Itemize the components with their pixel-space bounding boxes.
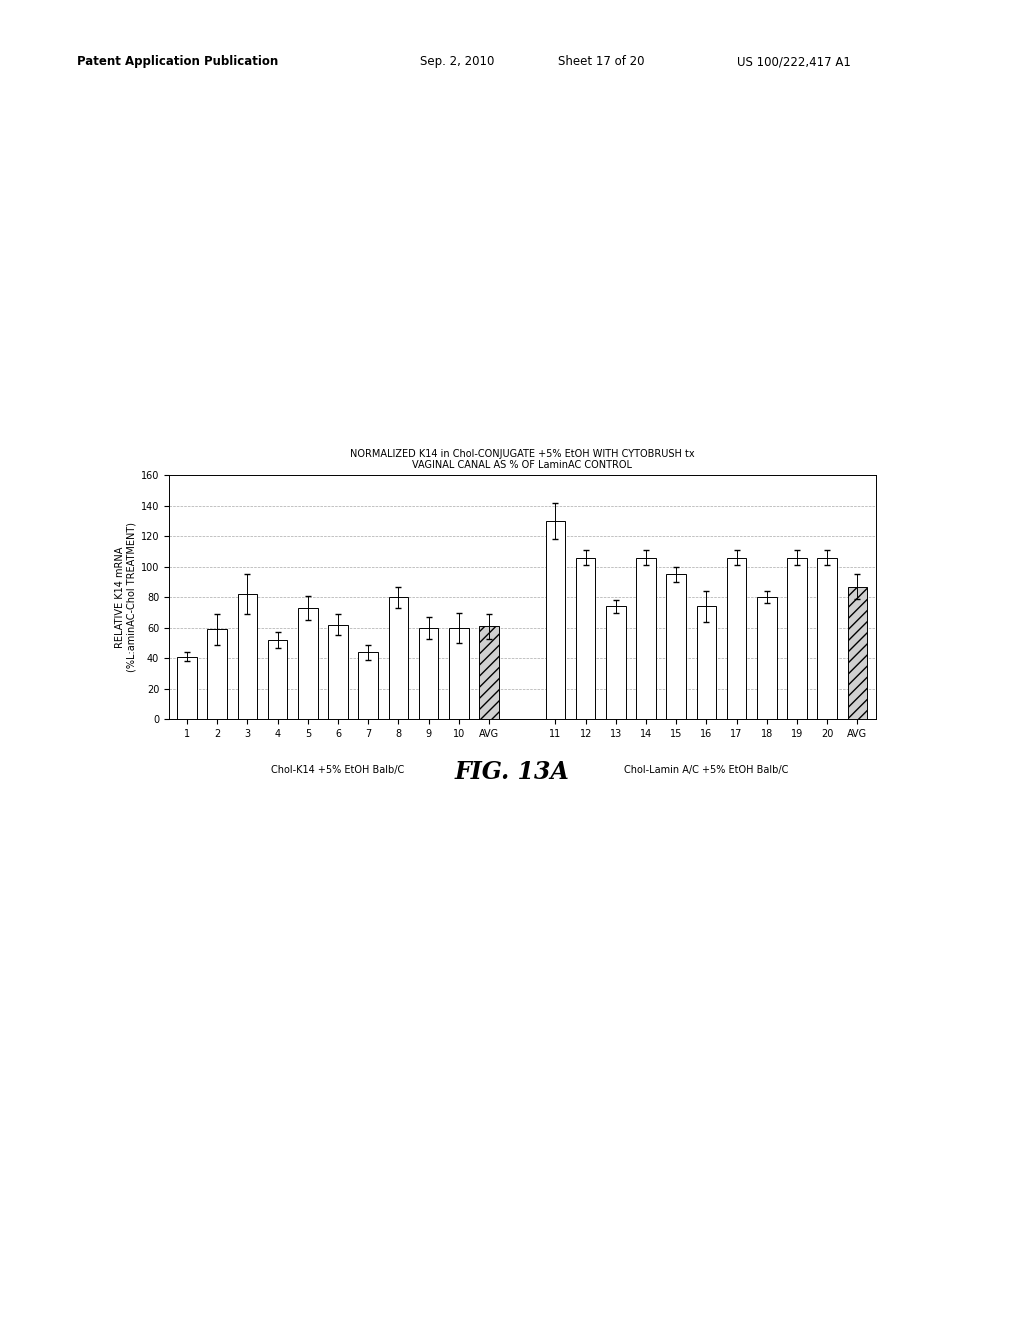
Bar	[817, 557, 837, 719]
Text: Sep. 2, 2010: Sep. 2, 2010	[420, 55, 495, 69]
Text: Sheet 17 of 20: Sheet 17 of 20	[558, 55, 644, 69]
Bar	[298, 609, 317, 719]
Bar	[727, 557, 746, 719]
Bar	[606, 606, 626, 719]
Title: NORMALIZED K14 in Chol-CONJUGATE +5% EtOH WITH CYTOBRUSH tx
VAGINAL CANAL AS % O: NORMALIZED K14 in Chol-CONJUGATE +5% EtO…	[350, 449, 694, 470]
Bar	[787, 557, 807, 719]
Bar	[208, 630, 227, 719]
Bar	[238, 594, 257, 719]
Bar	[389, 597, 409, 719]
Bar	[268, 640, 288, 719]
Text: Chol-Lamin A/C +5% EtOH Balb/C: Chol-Lamin A/C +5% EtOH Balb/C	[625, 766, 788, 775]
Bar	[177, 657, 197, 719]
Bar	[757, 597, 776, 719]
Text: FIG. 13A: FIG. 13A	[455, 760, 569, 784]
Bar	[358, 652, 378, 719]
Text: Chol-K14 +5% EtOH Balb/C: Chol-K14 +5% EtOH Balb/C	[271, 766, 404, 775]
Bar	[636, 557, 655, 719]
Bar	[696, 606, 716, 719]
Text: Patent Application Publication: Patent Application Publication	[77, 55, 279, 69]
Bar	[329, 624, 348, 719]
Text: US 100/222,417 A1: US 100/222,417 A1	[737, 55, 851, 69]
Bar	[449, 628, 469, 719]
Bar	[419, 628, 438, 719]
Bar	[848, 586, 867, 719]
Bar	[546, 521, 565, 719]
Bar	[575, 557, 596, 719]
Y-axis label: RELATIVE K14 mRNA
(%L:aminAC-Chol TREATMENT): RELATIVE K14 mRNA (%L:aminAC-Chol TREATM…	[115, 523, 136, 672]
Bar	[479, 626, 499, 719]
Bar	[667, 574, 686, 719]
